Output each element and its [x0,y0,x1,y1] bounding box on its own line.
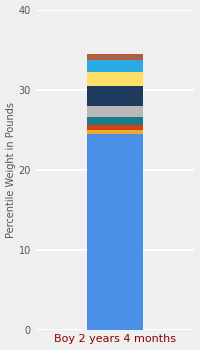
Bar [87,72,143,86]
Bar [87,130,143,134]
Bar [87,86,143,106]
Bar [87,60,143,72]
Y-axis label: Percentile Weight in Pounds: Percentile Weight in Pounds [6,102,16,238]
Bar [87,106,143,117]
Bar [87,117,143,125]
Bar [87,125,143,130]
Bar [87,134,143,330]
Bar [87,54,143,60]
